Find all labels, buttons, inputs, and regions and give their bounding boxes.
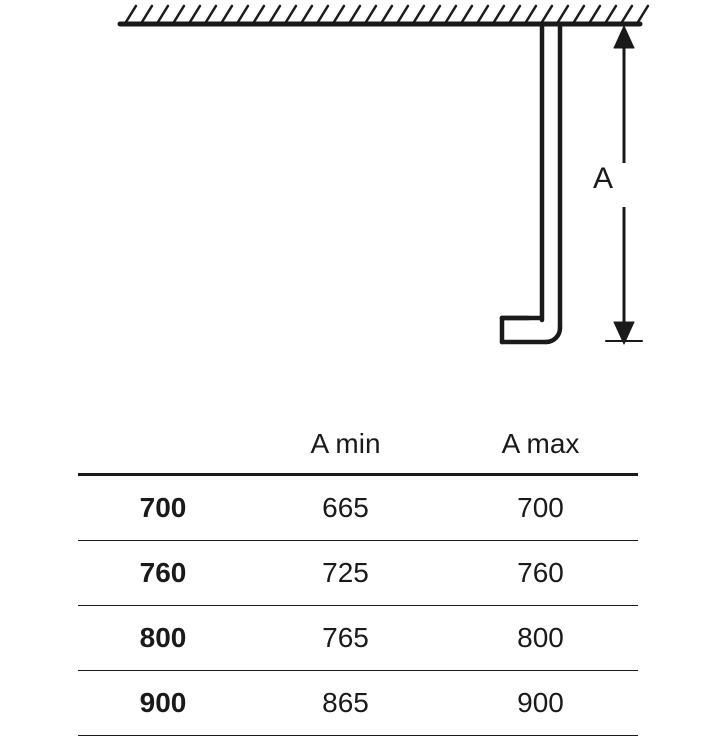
cell-a-max: 900	[443, 687, 638, 719]
cell-size: 800	[78, 622, 248, 654]
cell-a-max: 800	[443, 622, 638, 654]
table-row: 760 725 760	[78, 541, 638, 606]
dimension-table: A min A max 700 665 700 760 725 760 800 …	[78, 415, 638, 736]
cell-size: 900	[78, 687, 248, 719]
cell-a-min: 665	[248, 492, 443, 524]
table-row: 900 865 900	[78, 671, 638, 736]
table-header-row: A min A max	[78, 415, 638, 476]
cell-a-min: 765	[248, 622, 443, 654]
table-row: 800 765 800	[78, 606, 638, 671]
cell-size: 760	[78, 557, 248, 589]
cell-a-min: 865	[248, 687, 443, 719]
cell-a-min: 725	[248, 557, 443, 589]
table-row: 700 665 700	[78, 476, 638, 541]
dimension-label-a: A	[593, 162, 613, 196]
cell-size: 700	[78, 492, 248, 524]
header-a-min: A min	[248, 428, 443, 460]
cell-a-max: 700	[443, 492, 638, 524]
header-a-max: A max	[443, 428, 638, 460]
cell-a-max: 760	[443, 557, 638, 589]
